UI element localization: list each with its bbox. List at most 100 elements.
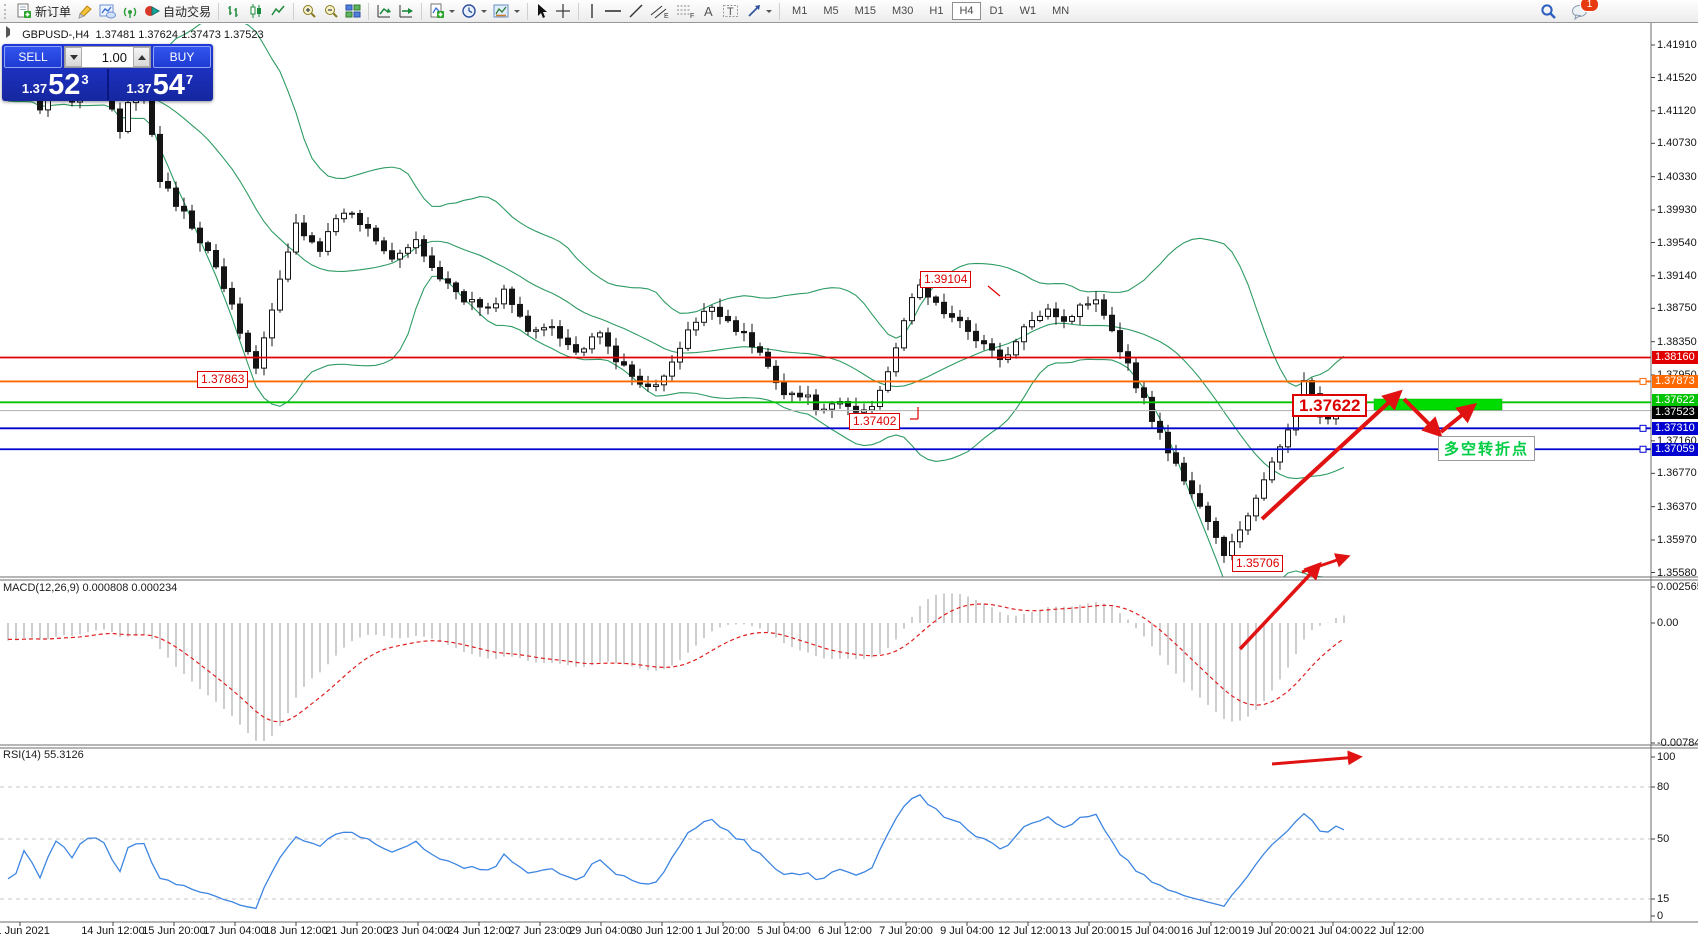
- new-order-button[interactable]: 新订单: [13, 1, 74, 21]
- vertical-line-button[interactable]: [583, 1, 601, 21]
- periods-button[interactable]: [458, 1, 490, 21]
- indicator-axis-label: 80: [1657, 781, 1670, 793]
- equidistant-channel-button[interactable]: E: [647, 1, 673, 21]
- price-axis-label: 1.35580: [1657, 566, 1697, 579]
- price-axis-label: 1.41910: [1657, 39, 1697, 51]
- time-axis-label: 27 Jun 23:00: [508, 925, 572, 937]
- trend-arrow[interactable]: [1402, 397, 1443, 438]
- cursor-button[interactable]: [532, 1, 552, 21]
- cursor-icon: [538, 4, 548, 18]
- price-axis-label: 1.38350: [1657, 335, 1697, 348]
- price-axis-label: 1.36370: [1657, 500, 1697, 513]
- main-toolbar: 新订单 自动交易: [0, 0, 1698, 23]
- time-axis-label: 24 Jun 12:00: [447, 925, 511, 937]
- auto-arrange-button[interactable]: [373, 1, 395, 21]
- price-annotation-1-37863[interactable]: 1.37863: [197, 371, 249, 388]
- price-annotation-1-35706[interactable]: 1.35706: [1232, 555, 1284, 572]
- trend-arrow[interactable]: [1301, 553, 1351, 574]
- volume-input[interactable]: 1.00: [64, 46, 151, 68]
- zoom-in-button[interactable]: [298, 1, 320, 21]
- text-label-button[interactable]: T: [719, 1, 743, 21]
- price-annotation-1-37622[interactable]: 1.37622: [1292, 394, 1368, 417]
- price-annotation-1-39104[interactable]: 1.39104: [920, 271, 972, 288]
- sell-button[interactable]: SELL: [4, 46, 62, 68]
- timeframe-M30[interactable]: M30: [892, 5, 914, 17]
- signals-button[interactable]: [119, 1, 141, 21]
- hline-handle[interactable]: [1639, 377, 1647, 385]
- macd-signal-line: [7, 603, 1345, 723]
- time-axis-label: 12 Jul 12:00: [998, 925, 1058, 937]
- trend-arrow[interactable]: [1238, 561, 1322, 651]
- price-annotation-1-37402[interactable]: 1.37402: [849, 413, 901, 430]
- trend-arrow[interactable]: [1260, 389, 1403, 521]
- timeframe-M1[interactable]: M1: [792, 5, 808, 17]
- rsi-label: RSI(14) 55.3126: [3, 749, 84, 761]
- turning-point-annotation[interactable]: 多空转折点: [1438, 436, 1536, 461]
- horizontal-line-icon: [605, 10, 622, 12]
- notification-badge: 1: [1580, 0, 1599, 12]
- price-axis-label: 1.38750: [1657, 302, 1697, 315]
- search-button[interactable]: [1537, 1, 1560, 21]
- price-badge-1.37622: 1.37622: [1652, 393, 1698, 407]
- tile-windows-icon: [345, 4, 361, 18]
- line-chart-button[interactable]: [267, 1, 289, 21]
- timeframe-W1[interactable]: W1: [1019, 5, 1037, 17]
- volume-value: 1.00: [101, 49, 127, 65]
- volume-down-button[interactable]: [65, 47, 82, 67]
- timeframe-H1[interactable]: H1: [929, 5, 944, 17]
- toolbar-separator: [779, 2, 781, 20]
- timeframe-M15[interactable]: M15: [854, 5, 876, 17]
- zoom-out-icon: [325, 5, 338, 18]
- tile-windows-button[interactable]: [342, 1, 364, 21]
- trendline-button[interactable]: [625, 1, 647, 21]
- timeframe-H4[interactable]: H4: [952, 2, 981, 20]
- search-icon: [1541, 3, 1556, 19]
- bar-chart-icon: [228, 6, 239, 17]
- highlight-bar[interactable]: [1373, 398, 1503, 411]
- timeframe-MN[interactable]: MN: [1052, 5, 1070, 17]
- toolbar-separator: [293, 2, 295, 20]
- toolbar-grip[interactable]: [4, 3, 10, 19]
- buy-price[interactable]: 1.37 54 7: [109, 69, 212, 100]
- chart-title: GBPUSD-,H4 1.37481 1.37624 1.37473 1.375…: [6, 26, 264, 41]
- bar-chart-button[interactable]: [223, 1, 245, 21]
- sell-price[interactable]: 1.37 52 3: [4, 69, 107, 100]
- dropdown-caret-icon: [481, 9, 488, 16]
- line-chart-icon: [271, 5, 285, 16]
- buy-button[interactable]: BUY: [153, 46, 211, 68]
- indicator-axis-label: 100: [1657, 751, 1676, 763]
- timeframe-M5[interactable]: M5: [823, 5, 839, 17]
- indicators-button[interactable]: [426, 1, 458, 21]
- shapes-button[interactable]: [743, 1, 775, 21]
- notifications-button[interactable]: 1: [1568, 0, 1599, 21]
- chart-window-button[interactable]: [96, 1, 119, 21]
- horizontal-line-button[interactable]: [601, 1, 625, 21]
- dropdown-caret-icon: [449, 9, 456, 16]
- time-axis-label: 16 Jul 12:00: [1181, 925, 1241, 937]
- zoom-out-button[interactable]: [320, 1, 342, 21]
- crosshair-button[interactable]: [552, 1, 574, 21]
- auto-arrange-icon: [377, 5, 392, 18]
- one-click-trading-panel: SELL 1.00 BUY 1.37 52 3 1.37 54 7: [2, 44, 213, 101]
- volume-up-button[interactable]: [133, 47, 150, 67]
- candlestick-chart-button[interactable]: [245, 1, 267, 21]
- time-axis-label: 14 Jun 12:00: [81, 925, 145, 937]
- trend-arrow[interactable]: [1439, 402, 1477, 434]
- dropdown-caret-icon: [514, 9, 521, 16]
- chart-shift-button[interactable]: [395, 1, 417, 21]
- highlighter-button[interactable]: [74, 1, 96, 21]
- text-button[interactable]: A: [699, 1, 719, 21]
- buy-price-int: 1.37: [126, 81, 152, 96]
- trend-arrow[interactable]: [1271, 750, 1363, 766]
- time-axis-label: 22 Jul 12:00: [1364, 925, 1424, 937]
- caret-down-icon: [69, 54, 78, 64]
- time-axis-label: 21 Jul 04:00: [1303, 925, 1363, 937]
- hline-handle[interactable]: [1639, 424, 1647, 432]
- price-axis-label: 1.41120: [1657, 104, 1696, 117]
- timeframe-D1[interactable]: D1: [989, 5, 1004, 17]
- templates-button[interactable]: [490, 1, 523, 21]
- autotrading-button[interactable]: 自动交易: [141, 1, 214, 21]
- hline-handle[interactable]: [1639, 445, 1647, 453]
- fibonacci-button[interactable]: F: [673, 1, 699, 21]
